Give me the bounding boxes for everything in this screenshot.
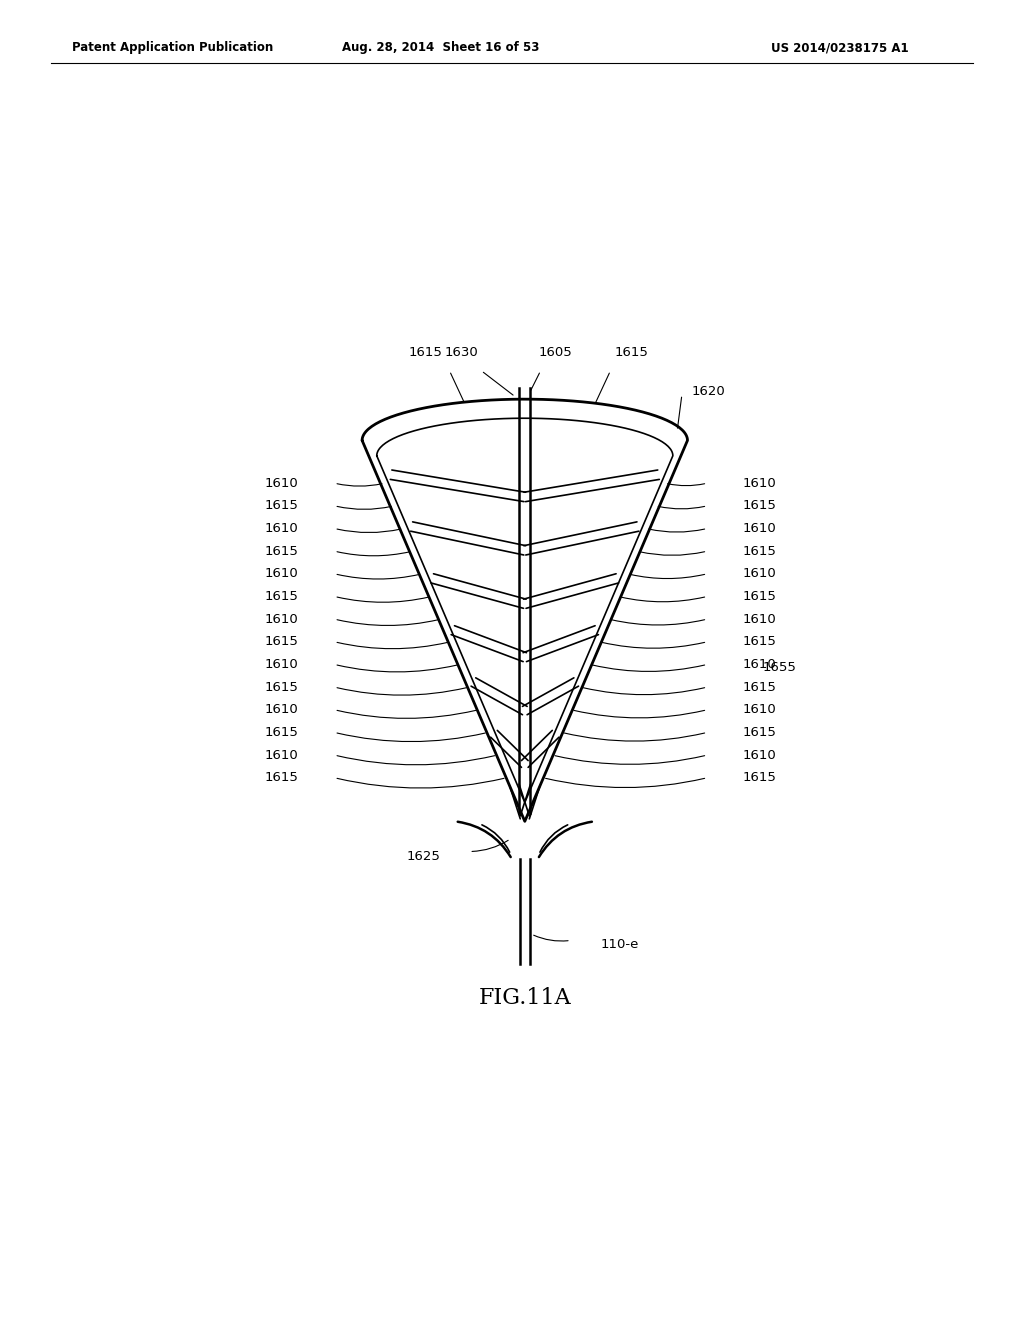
- Text: 1630: 1630: [444, 346, 478, 359]
- Text: 1615: 1615: [265, 681, 299, 693]
- Text: 1615: 1615: [743, 545, 777, 557]
- Text: 1610: 1610: [743, 704, 777, 717]
- Text: 1610: 1610: [743, 657, 777, 671]
- Text: 1615: 1615: [743, 590, 777, 603]
- Text: 1615: 1615: [409, 346, 442, 359]
- Text: 1610: 1610: [743, 612, 777, 626]
- Text: 1610: 1610: [265, 657, 299, 671]
- Text: 1615: 1615: [265, 726, 299, 739]
- Text: 1615: 1615: [743, 499, 777, 512]
- Text: 1615: 1615: [615, 346, 649, 359]
- Text: 1610: 1610: [743, 521, 777, 535]
- Text: 1615: 1615: [265, 499, 299, 512]
- Text: 1615: 1615: [265, 590, 299, 603]
- Text: 1615: 1615: [265, 545, 299, 557]
- Text: 1610: 1610: [743, 477, 777, 490]
- Text: 1610: 1610: [265, 477, 299, 490]
- Text: 1610: 1610: [265, 748, 299, 762]
- Text: 1610: 1610: [265, 612, 299, 626]
- Text: Aug. 28, 2014  Sheet 16 of 53: Aug. 28, 2014 Sheet 16 of 53: [342, 41, 539, 54]
- Text: 1615: 1615: [743, 726, 777, 739]
- Text: 1620: 1620: [691, 384, 725, 397]
- Text: 1615: 1615: [743, 635, 777, 648]
- Text: 1615: 1615: [265, 771, 299, 784]
- Text: 1615: 1615: [265, 635, 299, 648]
- Text: US 2014/0238175 A1: US 2014/0238175 A1: [771, 41, 908, 54]
- Text: 1615: 1615: [743, 771, 777, 784]
- Text: 110-e: 110-e: [600, 937, 639, 950]
- Text: 1610: 1610: [265, 568, 299, 581]
- Text: 1610: 1610: [265, 704, 299, 717]
- Text: 1610: 1610: [265, 521, 299, 535]
- Text: FIG.11A: FIG.11A: [478, 987, 571, 1010]
- Text: Patent Application Publication: Patent Application Publication: [72, 41, 273, 54]
- Text: 1610: 1610: [743, 748, 777, 762]
- Text: 1605: 1605: [538, 346, 571, 359]
- Text: 1655: 1655: [763, 661, 797, 675]
- Text: 1615: 1615: [743, 681, 777, 693]
- Text: 1625: 1625: [407, 850, 440, 863]
- Text: 1610: 1610: [743, 568, 777, 581]
